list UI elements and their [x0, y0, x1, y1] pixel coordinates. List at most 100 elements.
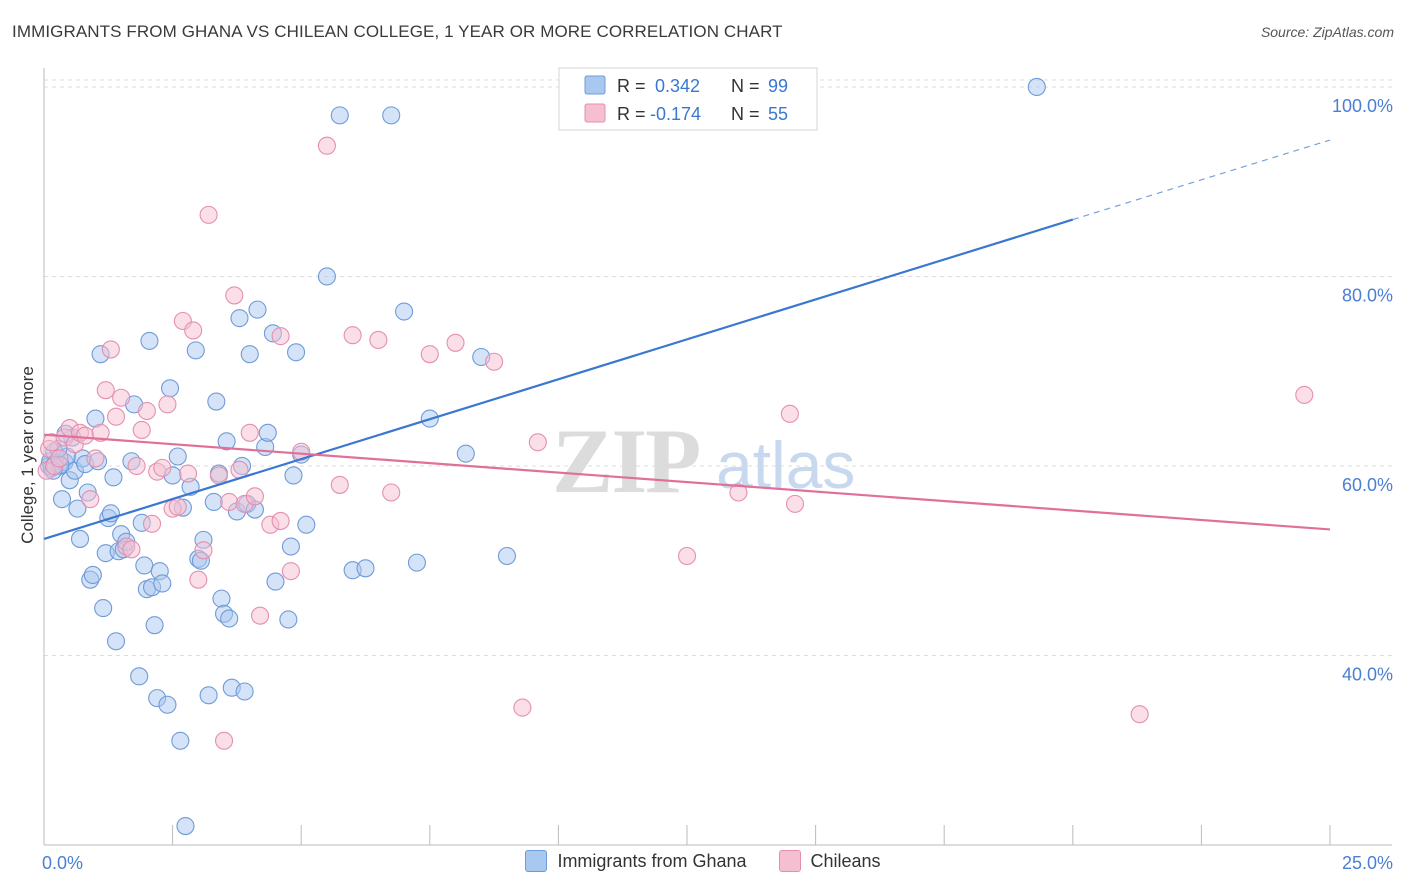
point-ghana-27 [106, 632, 126, 651]
legend-label-ghana: Immigrants from Ghana [557, 850, 747, 871]
point-chileans-35 [214, 731, 234, 750]
trend-line-chileans [43, 433, 1331, 531]
point-ghana-56 [199, 686, 218, 705]
point-chileans-24 [153, 458, 172, 477]
point-ghana-87 [382, 106, 401, 125]
point-ghana-36 [135, 556, 154, 575]
y-axis-label: College, 1 year or more [18, 366, 37, 544]
point-chileans-36 [220, 492, 239, 512]
chart-title: IMMIGRANTS FROM GHANA VS CHILEAN COLLEGE… [12, 22, 783, 41]
x-tick-label-0: 0.0% [42, 853, 83, 873]
point-chileans-30 [184, 321, 203, 340]
point-chileans-41 [245, 487, 264, 506]
point-chileans-10 [81, 490, 100, 509]
point-ghana-82 [297, 515, 316, 534]
trend-line-ghana-extension [1072, 139, 1331, 221]
legend-swatch-chileans [778, 850, 801, 872]
point-ghana-66 [230, 309, 249, 328]
point-chileans-33 [199, 205, 218, 224]
data-points [37, 77, 1314, 836]
point-chileans-59 [780, 404, 799, 423]
point-ghana-74 [258, 423, 277, 442]
point-ghana-26 [104, 468, 123, 487]
point-ghana-77 [279, 610, 298, 629]
y-tick-label-2: 80.0% [1342, 285, 1393, 305]
point-ghana-40 [145, 616, 164, 635]
chart-source: Source: ZipAtlas.com [1260, 24, 1394, 40]
point-ghana-80 [287, 343, 306, 362]
point-ghana-76 [266, 572, 285, 591]
trend-lines [43, 139, 1331, 540]
x-tick-labels: 0.0% 25.0% [42, 853, 1393, 873]
point-chileans-45 [281, 562, 300, 581]
point-ghana-6 [52, 490, 72, 509]
point-ghana-12 [68, 499, 87, 518]
point-ghana-86 [356, 559, 375, 578]
point-chileans-58 [729, 483, 748, 502]
point-ghana-93 [497, 546, 517, 566]
point-chileans-44 [271, 511, 290, 530]
point-chileans-62 [1295, 385, 1314, 404]
point-chileans-57 [677, 546, 697, 566]
point-ghana-44 [158, 695, 177, 714]
point-ghana-79 [284, 466, 303, 485]
point-ghana-78 [281, 537, 300, 556]
point-chileans-9 [76, 426, 95, 445]
point-chileans-48 [330, 475, 349, 494]
point-ghana-22 [94, 599, 113, 618]
point-ghana-43 [153, 574, 172, 593]
stats-n-value-2: 55 [768, 104, 788, 124]
point-chileans-13 [96, 381, 115, 400]
x-tick-label-1: 25.0% [1342, 853, 1393, 873]
point-chileans-60 [785, 494, 805, 513]
point-chileans-56 [528, 433, 547, 452]
point-chileans-63 [271, 327, 290, 346]
stats-n-label-1: N = [731, 76, 760, 96]
stats-r-value-1: 0.342 [655, 76, 700, 96]
point-chileans-61 [1130, 705, 1149, 724]
legend-item-chileans: Chileans [778, 850, 881, 872]
point-chileans-54 [485, 352, 504, 371]
point-chileans-20 [132, 420, 151, 440]
y-tick-labels: 40.0% 60.0% 80.0% 100.0% [1332, 96, 1393, 685]
point-chileans-53 [446, 333, 465, 352]
point-ghana-91 [456, 444, 475, 463]
stats-r-label-1: R = [617, 76, 646, 96]
point-ghana-50 [176, 816, 195, 836]
watermark-zip: ZIP [552, 410, 699, 512]
point-ghana-45 [160, 379, 180, 398]
point-ghana-34 [130, 667, 149, 686]
point-ghana-58 [207, 392, 226, 411]
point-chileans-51 [382, 483, 401, 502]
point-ghana-13 [70, 529, 90, 548]
stats-legend-swatch-pink [584, 103, 606, 123]
point-ghana-89 [407, 553, 426, 572]
point-chileans-47 [317, 136, 336, 155]
point-ghana-60 [212, 589, 231, 608]
point-ghana-83 [317, 267, 336, 286]
point-ghana-68 [235, 682, 254, 701]
stats-r-label-2: R = [617, 104, 646, 124]
point-chileans-18 [122, 540, 141, 559]
point-ghana-48 [171, 731, 190, 750]
y-tick-label-0: 40.0% [1342, 664, 1393, 684]
point-chileans-32 [194, 541, 213, 560]
point-ghana-47 [168, 447, 187, 466]
stats-n-value-1: 99 [768, 76, 788, 96]
legend-label-chileans: Chileans [810, 850, 881, 871]
watermark: ZIP atlas [552, 410, 855, 512]
point-chileans-29 [178, 464, 198, 483]
point-chileans-25 [158, 395, 177, 414]
point-ghana-70 [240, 345, 259, 364]
point-ghana-57 [204, 492, 223, 512]
point-chileans-50 [369, 330, 388, 350]
y-tick-label-1: 60.0% [1342, 475, 1393, 495]
grid-lines [44, 79, 1392, 656]
point-chileans-4 [50, 449, 69, 468]
point-chileans-46 [292, 442, 311, 461]
point-chileans-34 [209, 466, 228, 485]
y-tick-label-3: 100.0% [1332, 96, 1393, 116]
point-ghana-63 [220, 609, 239, 628]
point-chileans-16 [112, 388, 131, 407]
